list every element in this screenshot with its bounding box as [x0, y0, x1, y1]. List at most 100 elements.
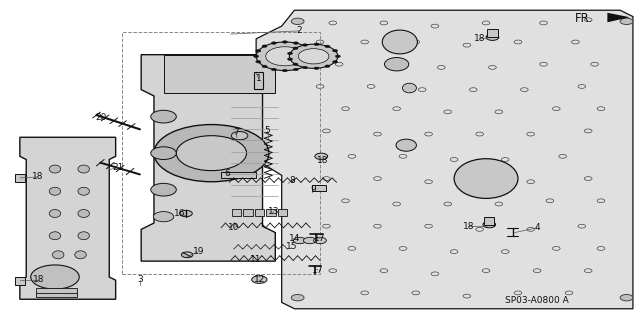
Ellipse shape	[52, 251, 64, 259]
Circle shape	[151, 110, 176, 123]
Bar	[164, 55, 275, 93]
Polygon shape	[20, 137, 116, 299]
Bar	[484, 217, 494, 225]
Bar	[253, 72, 262, 89]
Circle shape	[262, 45, 267, 48]
Bar	[278, 209, 287, 216]
Circle shape	[291, 18, 304, 25]
Text: 15: 15	[285, 242, 297, 251]
Text: 17: 17	[312, 265, 324, 275]
Circle shape	[314, 67, 319, 70]
Text: 12: 12	[253, 275, 265, 284]
Circle shape	[620, 294, 633, 301]
Circle shape	[293, 47, 298, 49]
Ellipse shape	[49, 210, 61, 218]
Bar	[232, 209, 241, 216]
Circle shape	[293, 68, 298, 71]
Text: 18: 18	[463, 222, 474, 231]
Circle shape	[483, 221, 495, 228]
Bar	[487, 29, 497, 37]
Circle shape	[309, 49, 314, 52]
Circle shape	[325, 45, 330, 48]
Text: 3: 3	[137, 275, 143, 284]
Text: 8: 8	[290, 176, 296, 185]
Text: 10: 10	[228, 223, 239, 232]
Circle shape	[31, 265, 79, 289]
Text: 21: 21	[112, 163, 124, 172]
Text: 18: 18	[32, 173, 44, 182]
Text: 7: 7	[233, 128, 239, 137]
Ellipse shape	[49, 165, 61, 173]
Bar	[36, 293, 77, 297]
Ellipse shape	[49, 187, 61, 195]
Ellipse shape	[78, 210, 90, 218]
Circle shape	[262, 65, 267, 68]
Bar	[15, 174, 25, 182]
Text: SP03-A0800 A: SP03-A0800 A	[505, 296, 569, 305]
Circle shape	[303, 65, 308, 68]
Bar	[122, 33, 320, 274]
Bar	[36, 288, 77, 294]
Circle shape	[271, 42, 276, 44]
Text: 4: 4	[534, 223, 540, 232]
Polygon shape	[256, 10, 633, 309]
Polygon shape	[141, 55, 275, 261]
Circle shape	[179, 210, 192, 217]
Circle shape	[287, 58, 292, 60]
Circle shape	[311, 55, 316, 57]
Circle shape	[333, 49, 338, 52]
Circle shape	[231, 131, 248, 140]
Bar	[255, 209, 264, 216]
Circle shape	[333, 61, 338, 63]
Circle shape	[256, 61, 261, 63]
Circle shape	[315, 153, 328, 160]
Circle shape	[335, 55, 340, 57]
Ellipse shape	[75, 251, 86, 259]
Circle shape	[282, 41, 287, 43]
Ellipse shape	[78, 165, 90, 173]
Text: 14: 14	[289, 234, 300, 243]
Circle shape	[293, 42, 298, 44]
Circle shape	[291, 294, 304, 301]
Circle shape	[154, 211, 173, 222]
Circle shape	[151, 147, 176, 160]
Circle shape	[303, 45, 308, 48]
Polygon shape	[607, 13, 630, 22]
Ellipse shape	[396, 139, 417, 151]
Text: 6: 6	[225, 169, 230, 178]
Text: 9: 9	[311, 185, 317, 194]
Circle shape	[303, 237, 316, 244]
Ellipse shape	[382, 30, 417, 54]
Circle shape	[298, 49, 329, 64]
Text: 19: 19	[193, 247, 204, 256]
Ellipse shape	[49, 232, 61, 240]
Text: 18: 18	[317, 156, 328, 165]
Text: 18: 18	[33, 275, 45, 284]
Ellipse shape	[403, 83, 417, 93]
Circle shape	[303, 66, 308, 69]
Circle shape	[256, 42, 314, 70]
Circle shape	[256, 49, 261, 52]
Circle shape	[253, 55, 259, 57]
Circle shape	[325, 65, 330, 68]
Text: 17: 17	[314, 234, 325, 243]
Circle shape	[151, 183, 176, 196]
Ellipse shape	[454, 159, 518, 198]
Circle shape	[314, 43, 319, 46]
Circle shape	[293, 63, 298, 65]
Text: 2: 2	[297, 26, 302, 35]
Circle shape	[282, 69, 287, 72]
Text: 5: 5	[265, 126, 271, 135]
Text: 11: 11	[250, 255, 262, 264]
Circle shape	[271, 68, 276, 71]
Bar	[243, 209, 253, 216]
Text: 13: 13	[268, 207, 279, 216]
Circle shape	[154, 124, 269, 182]
Circle shape	[620, 18, 633, 25]
Text: 18: 18	[474, 34, 485, 43]
Bar	[312, 185, 326, 191]
Circle shape	[252, 276, 267, 283]
Ellipse shape	[78, 187, 90, 195]
Ellipse shape	[385, 57, 409, 71]
Circle shape	[176, 136, 246, 171]
